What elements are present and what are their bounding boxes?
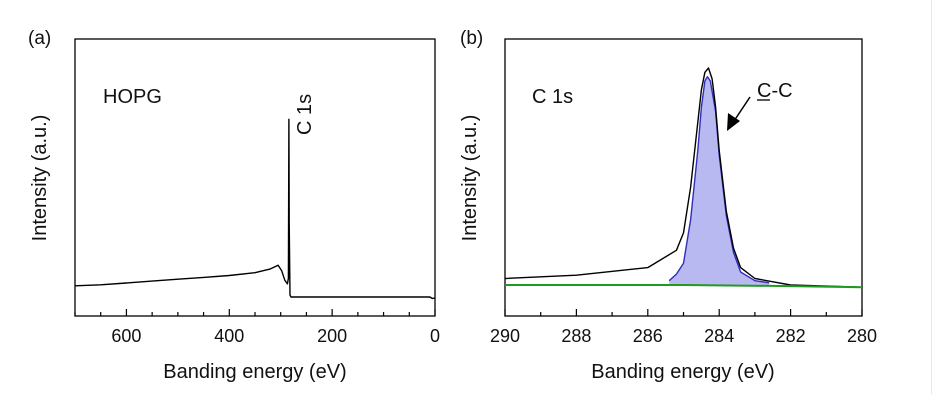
panel-b-x-ticks: 290 288 286 284 282 280 (490, 309, 877, 346)
panel-a-label: (a) (28, 28, 51, 49)
panel-a-curves (74, 118, 436, 300)
panel-b-x-axis-title: Banding energy (eV) (591, 361, 774, 383)
panel-a-x-tick-label: 600 (111, 326, 141, 346)
panel-b-x-tick-label: 280 (847, 326, 877, 346)
right-border (931, 0, 932, 394)
panel-a-x-tick-label: 200 (317, 326, 347, 346)
panel-b-x-tick-label: 288 (561, 326, 591, 346)
panel-b: (b) 290 288 286 284 282 280 C 1s C-C Intensit… (459, 28, 877, 383)
panel-a-spectrum-curve (74, 118, 436, 300)
panel-b-x-tick-label: 290 (490, 326, 520, 346)
panel-b-component-label: C-C (757, 80, 793, 102)
panel-a-x-ticks: 600 400 200 0 (74, 309, 440, 346)
panel-b-curves (504, 67, 863, 289)
panel-a-sample-label: HOPG (103, 86, 162, 108)
panel-b-measured-curve (504, 67, 863, 288)
panel-b-x-tick-label: 284 (704, 326, 734, 346)
panel-b-arrow-shaft (733, 96, 751, 122)
panel-b-background-curve (505, 284, 863, 289)
panel-a-frame (74, 38, 436, 317)
panel-a-y-axis-title: Intensity (a.u.) (29, 115, 51, 242)
panel-b-arrow-head (727, 113, 740, 131)
panel-b-y-axis-title: Intensity (a.u.) (459, 115, 481, 242)
panel-b-label: (b) (460, 28, 483, 49)
panel-a: (a) 600 400 200 0 HOPG C 1s Intensity (a.u.… (28, 28, 440, 383)
panel-b-peak-label: C 1s (532, 86, 573, 108)
panel-b-x-tick-label: 282 (776, 326, 806, 346)
panel-a-x-tick-label: 0 (430, 326, 440, 346)
panel-b-c-c-fit-curve (668, 76, 770, 284)
panel-a-x-axis-title: Banding energy (eV) (163, 361, 346, 383)
panel-b-fit-area (669, 76, 770, 285)
panel-a-x-tick-label: 400 (214, 326, 244, 346)
panel-b-x-tick-label: 286 (633, 326, 663, 346)
panel-a-peak-label: C 1s (294, 94, 316, 135)
